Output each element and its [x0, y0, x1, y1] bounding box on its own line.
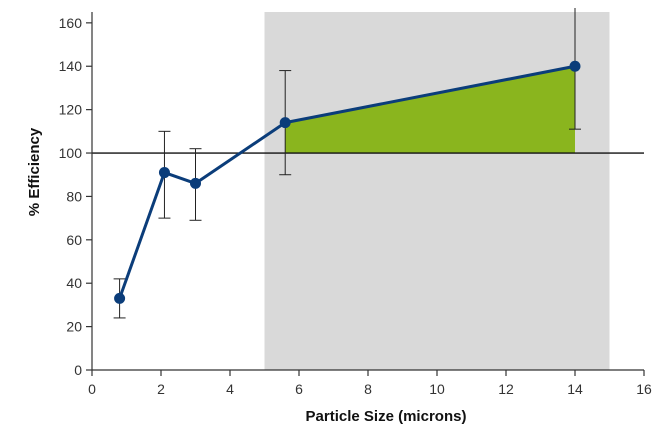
y-tick-label: 120: [59, 102, 83, 118]
y-axis-title: % Efficiency: [26, 127, 43, 216]
y-tick-label: 80: [66, 188, 82, 204]
y-tick-label: 160: [59, 15, 83, 31]
axes-layer: 0 20 40 60 80 100 120 140 160 0 2 4 6 8 10 12 14 16: [59, 12, 652, 397]
x-tick-label: 12: [498, 381, 514, 397]
x-tick-label: 16: [636, 381, 652, 397]
data-point: [190, 177, 201, 189]
shaded-region: [264, 12, 610, 370]
data-point: [279, 117, 291, 129]
y-tick-label: 0: [74, 362, 82, 378]
x-tick-label: 10: [429, 381, 445, 397]
x-tick-label: 6: [295, 381, 303, 397]
data-point: [114, 292, 126, 304]
y-tick-label: 100: [59, 145, 83, 161]
chart-fill-layer: [285, 66, 575, 154]
y-tick-label: 140: [59, 58, 83, 74]
y-tick-label: 60: [66, 232, 82, 248]
efficiency-gain-fill: [285, 66, 575, 154]
x-tick-label: 4: [226, 381, 234, 397]
x-tick-label: 8: [364, 381, 372, 397]
data-point: [158, 167, 170, 179]
chart-background-layer: [264, 12, 610, 370]
x-tick-label: 2: [157, 381, 165, 397]
x-axis-title: Particle Size (microns): [306, 408, 467, 425]
series-layer: [114, 60, 581, 304]
y-tick-label: 40: [66, 275, 82, 291]
x-tick-label: 0: [88, 381, 96, 397]
y-tick-label: 20: [66, 319, 82, 335]
data-point: [569, 60, 581, 72]
x-tick-label: 14: [567, 381, 583, 397]
